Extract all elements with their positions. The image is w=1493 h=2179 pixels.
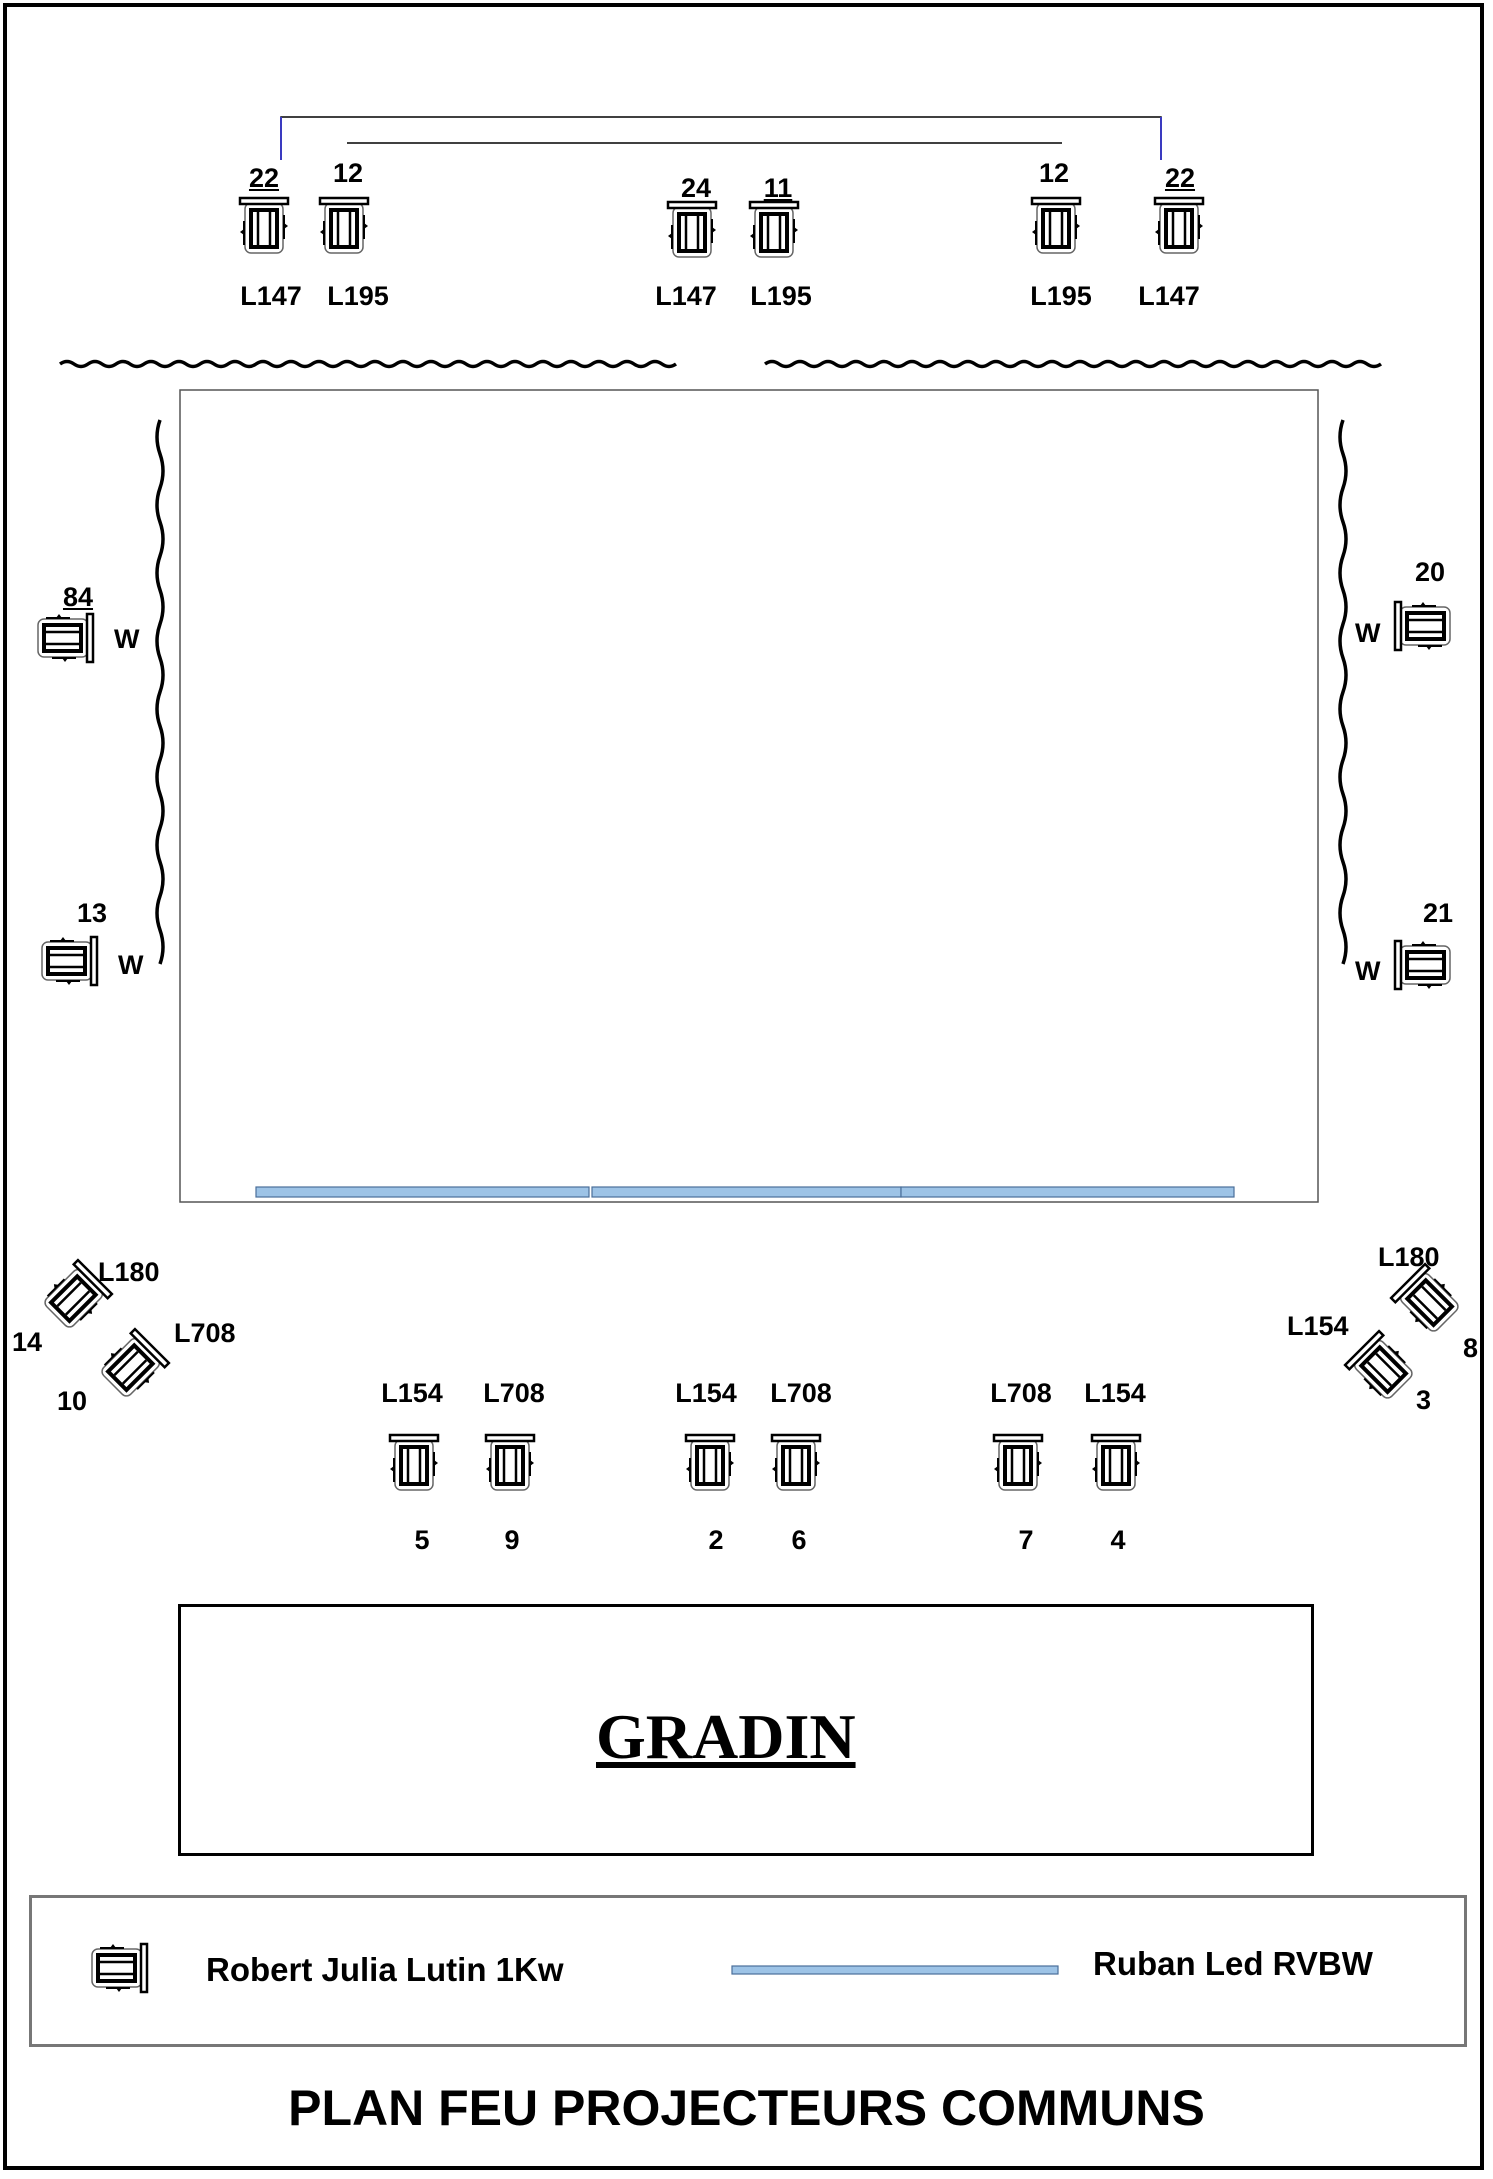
projector-front-6 (770, 1433, 822, 1492)
diag-8-gel: L180 (1378, 1242, 1440, 1272)
projector-upstage-5 (1030, 196, 1082, 255)
side-13-number: 13 (76, 898, 108, 928)
projector-upstage-1 (238, 196, 290, 255)
projector-upstage-4 (748, 200, 800, 259)
front-5-gel: L154 (381, 1378, 443, 1408)
upstage-1-number: 22 (248, 163, 280, 193)
projector-side-84 (36, 612, 95, 664)
diag-3-number: 3 (1416, 1385, 1432, 1415)
side-84-gel: W (114, 624, 140, 654)
led-ribbon-left (255, 1186, 590, 1198)
front-2-gel: L154 (675, 1378, 737, 1408)
projector-front-9 (484, 1433, 536, 1492)
side-20-gel: W (1355, 618, 1381, 648)
side-13-gel: W (118, 950, 144, 980)
legend-projector-label: Robert Julia Lutin 1Kw (206, 1951, 564, 1988)
diag-14-gel: L180 (98, 1257, 160, 1287)
diag-14-number: 14 (12, 1327, 43, 1357)
legend-box (29, 1895, 1467, 2047)
page-title: PLAN FEU PROJECTEURS COMMUNS (288, 2080, 1205, 2136)
diag-10-gel: L708 (174, 1318, 236, 1348)
upstage-3-gel: L147 (655, 281, 717, 311)
front-5-number: 5 (414, 1525, 430, 1555)
front-6-gel: L708 (770, 1378, 832, 1408)
front-7-gel: L708 (990, 1378, 1052, 1408)
curtain-upstage-right (763, 359, 1383, 369)
upstage-6-number: 22 (1164, 163, 1196, 193)
upstage-3-number: 24 (680, 173, 712, 203)
front-7-number: 7 (1018, 1525, 1034, 1555)
upstage-bar-outer (280, 116, 1162, 140)
projector-upstage-6 (1153, 196, 1205, 255)
projector-side-20 (1393, 600, 1452, 652)
gradin-label: GRADIN (596, 1701, 856, 1772)
upstage-2-gel: L195 (327, 281, 389, 311)
projector-diag-8 (1391, 1264, 1464, 1337)
projector-side-13 (40, 935, 99, 987)
upstage-2-number: 12 (332, 158, 364, 188)
legend-led-swatch (731, 1965, 1059, 1975)
upstage-5-number: 12 (1038, 158, 1070, 188)
gradin-seating-area (178, 1604, 1314, 1856)
side-84-number: 84 (62, 582, 94, 612)
projector-front-4 (1090, 1433, 1142, 1492)
page-frame (3, 3, 1484, 2170)
projector-diag-3 (1345, 1331, 1418, 1404)
projector-front-7 (992, 1433, 1044, 1492)
curtain-upstage-left (58, 359, 678, 369)
stage-floor (179, 389, 1319, 1203)
diag-3-gel: L154 (1287, 1311, 1349, 1341)
curtain-side-left (155, 418, 165, 966)
front-4-number: 4 (1110, 1525, 1126, 1555)
projector-diag-10 (96, 1329, 169, 1402)
curtain-side-right (1338, 418, 1348, 966)
projector-front-2 (684, 1433, 736, 1492)
side-20-number: 20 (1414, 557, 1446, 587)
front-2-number: 2 (708, 1525, 724, 1555)
upstage-4-gel: L195 (750, 281, 812, 311)
front-9-gel: L708 (483, 1378, 545, 1408)
led-ribbon-center (591, 1186, 902, 1198)
side-21-gel: W (1355, 956, 1381, 986)
projector-upstage-2 (318, 196, 370, 255)
projector-front-5 (388, 1433, 440, 1492)
front-6-number: 6 (791, 1525, 807, 1555)
upstage-1-gel: L147 (240, 281, 302, 311)
led-ribbon-right (900, 1186, 1235, 1198)
upstage-5-gel: L195 (1030, 281, 1092, 311)
upstage-4-number: 11 (763, 173, 793, 203)
front-4-gel: L154 (1084, 1378, 1146, 1408)
upstage-6-gel: L147 (1138, 281, 1200, 311)
legend-led-label: Ruban Led RVBW (1093, 1945, 1373, 1982)
diag-8-number: 8 (1463, 1333, 1479, 1363)
side-21-number: 21 (1422, 898, 1454, 928)
projector-upstage-3 (666, 200, 718, 259)
projector-side-21 (1393, 939, 1452, 991)
diag-10-number: 10 (57, 1386, 88, 1416)
front-9-number: 9 (504, 1525, 520, 1555)
